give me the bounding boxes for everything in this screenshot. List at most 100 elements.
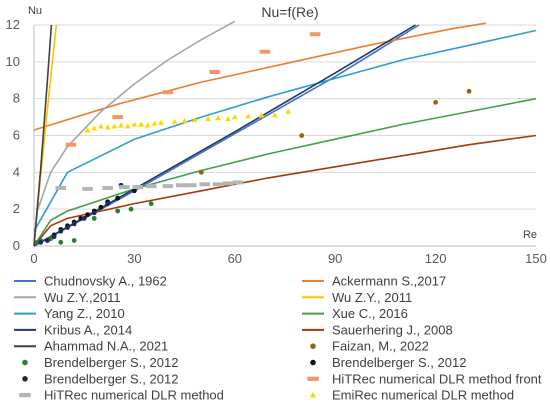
- y-tick-label: 10: [6, 54, 20, 69]
- data-point: [205, 115, 211, 122]
- data-point: [91, 125, 98, 131]
- series-ahammad-n-a-2021-8: [33, 24, 53, 247]
- chart-title: Nu=f(Re): [261, 4, 318, 20]
- series-faizan-m-2022-9: [198, 88, 472, 175]
- data-point: [119, 185, 130, 190]
- data-point: [65, 225, 70, 230]
- legend-label: HiTRec numerical DLR method front: [332, 371, 542, 386]
- legend-label: Faizan, M., 2022: [332, 339, 429, 354]
- data-point: [231, 114, 238, 120]
- data-point: [91, 215, 97, 221]
- legend-swatch: [22, 359, 28, 366]
- data-point: [198, 169, 204, 175]
- data-point: [115, 208, 121, 214]
- data-point: [112, 115, 123, 120]
- legend-item: Brendelberger S., 2012: [22, 371, 178, 386]
- legend-label: Kribus A., 2014: [44, 322, 132, 337]
- data-point: [199, 182, 210, 187]
- data-point: [466, 88, 472, 94]
- data-point: [144, 122, 151, 128]
- data-point: [145, 184, 157, 189]
- series-yang-z-2010-4: [33, 29, 537, 232]
- legend-item: Brendelberger S., 2012: [310, 355, 466, 370]
- y-tick-label: 8: [13, 91, 20, 106]
- x-tick-label: 30: [127, 251, 141, 266]
- series-line: [33, 29, 537, 232]
- data-point: [58, 239, 64, 245]
- x-tick-label: 120: [425, 251, 447, 266]
- legend-item: Ackermann S.,2017: [302, 274, 446, 289]
- data-point: [132, 188, 137, 194]
- series-line: [33, 22, 486, 131]
- data-point: [162, 184, 174, 189]
- x-tick-label: 150: [525, 251, 547, 266]
- plot-series: [33, 20, 537, 247]
- axes: [33, 25, 536, 247]
- data-point: [38, 239, 44, 245]
- legend-swatch: [307, 376, 319, 381]
- data-point: [78, 215, 84, 221]
- data-point: [85, 212, 90, 218]
- legend-item: Yang Z., 2010: [14, 306, 125, 321]
- data-point: [84, 127, 91, 133]
- data-point: [138, 121, 145, 127]
- x-tick-label: 0: [30, 251, 37, 266]
- legend-item: EmiRec numerical DLR method: [309, 388, 514, 403]
- data-point: [115, 195, 121, 201]
- legend-label: Ahammad N.A., 2021: [44, 339, 168, 354]
- x-tick-label: 90: [328, 251, 342, 266]
- data-point: [162, 90, 174, 95]
- data-point: [191, 116, 198, 123]
- data-point: [222, 181, 234, 186]
- legend-label: Brendelberger S., 2012: [44, 371, 178, 386]
- series-line: [33, 24, 53, 247]
- data-point: [158, 119, 165, 125]
- data-point: [128, 206, 134, 212]
- legend-item: Sauerhering J., 2008: [302, 322, 453, 337]
- x-tick-label: 60: [228, 251, 242, 266]
- data-point: [91, 210, 97, 216]
- legend-item: Xue C., 2016: [302, 306, 408, 321]
- data-point: [98, 204, 104, 210]
- data-point: [245, 113, 252, 119]
- legend-label: Sauerhering J., 2008: [332, 322, 453, 337]
- legend-item: Chudnovsky A., 1962: [14, 274, 167, 289]
- data-point: [51, 234, 57, 240]
- series-wu-z-y-2011-2: [33, 20, 236, 247]
- data-point: [271, 112, 278, 118]
- y-tick-label: 4: [13, 164, 20, 179]
- legend-item: HiTRec numerical DLR method: [19, 388, 224, 403]
- y-tick-label: 6: [13, 128, 20, 143]
- legend-label: Brendelberger S., 2012: [332, 355, 466, 370]
- data-point: [58, 228, 64, 234]
- legend-item: Ahammad N.A., 2021: [14, 339, 168, 354]
- data-point: [175, 183, 187, 188]
- series-line: [33, 134, 537, 247]
- data-point: [55, 186, 67, 190]
- data-point: [71, 238, 77, 243]
- legend-label: Brendelberger S., 2012: [44, 355, 178, 370]
- data-point: [105, 201, 111, 207]
- legend-item: Wu Z.Y., 2011: [302, 290, 412, 305]
- data-point: [259, 49, 271, 54]
- data-point: [212, 182, 224, 187]
- data-point: [71, 221, 77, 227]
- data-point: [81, 215, 87, 221]
- legend-label: Xue C., 2016: [332, 306, 408, 321]
- legend-item: Wu Z.Y.,2011: [14, 290, 121, 305]
- data-point: [299, 133, 305, 138]
- series-hitrec-numerical-dlr-method-14: [55, 180, 244, 191]
- data-point: [258, 112, 265, 118]
- legend-item: Kribus A., 2014: [14, 322, 132, 337]
- data-point: [181, 117, 188, 123]
- legend-item: Faizan, M., 2022: [310, 339, 429, 354]
- data-point: [186, 183, 197, 188]
- legend-swatch: [19, 392, 31, 398]
- data-point: [433, 99, 438, 105]
- series-brendelberger-s-2012-10: [34, 201, 154, 245]
- legend-label: HiTRec numerical DLR method: [44, 388, 224, 403]
- series-hitrec-numerical-dlr-method-front-13: [65, 32, 321, 147]
- data-point: [65, 142, 77, 147]
